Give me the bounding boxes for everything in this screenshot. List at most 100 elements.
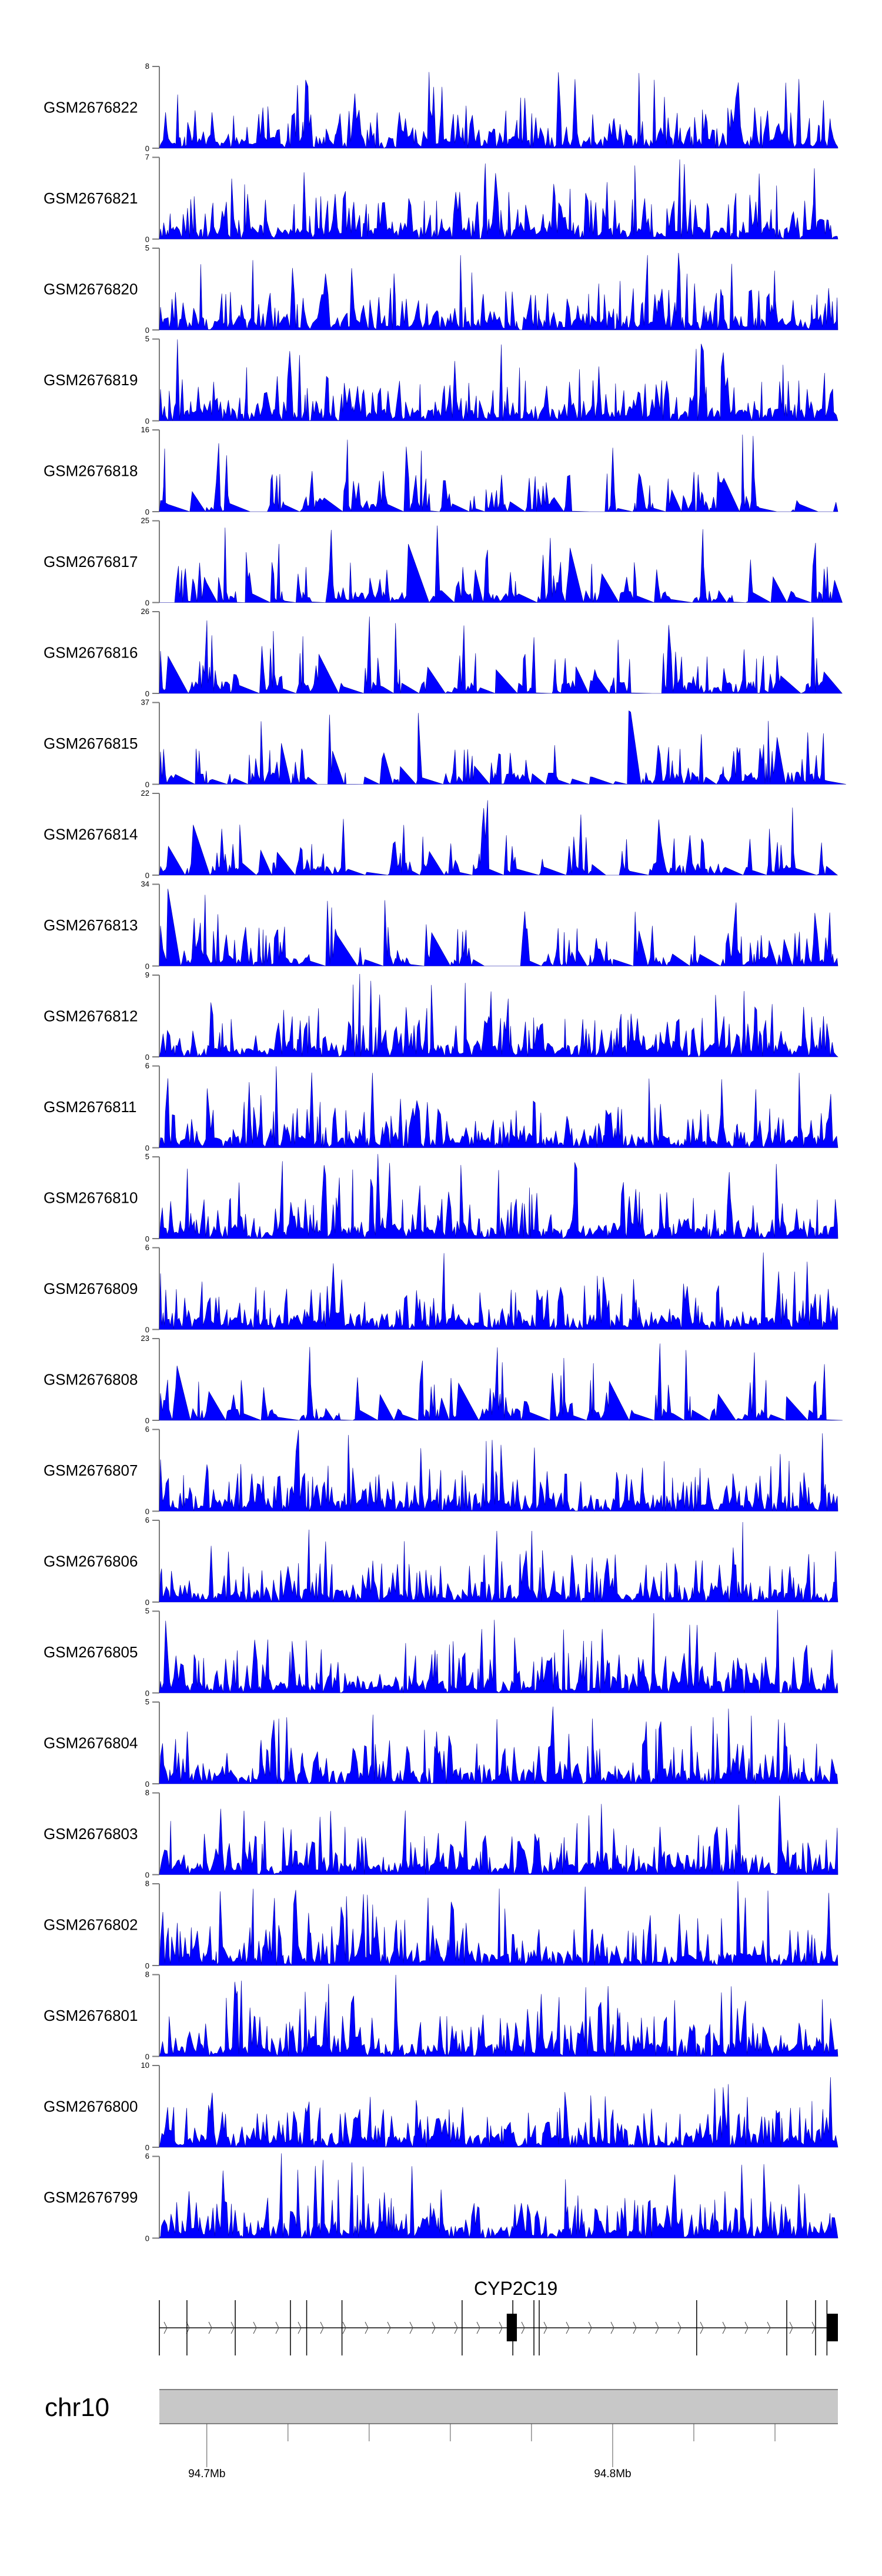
track-GSM2676817: GSM2676817 25 0 [44,516,843,608]
y-tick-label-max: 5 [145,1697,149,1706]
track-label: GSM2676822 [44,99,138,116]
y-tick-label-min: 0 [145,326,149,335]
track-label: GSM2676801 [44,2007,138,2024]
y-tick-label-max: 8 [145,62,149,71]
coverage-tracks: GSM267682280GSM267682170GSM267682050GSM2… [44,62,846,2243]
y-tick-label-max: 6 [145,1243,149,1252]
coverage-area [159,1521,838,1603]
track-label: GSM2676819 [44,371,138,389]
y-tick-label-max: 6 [145,2152,149,2161]
strand-arrow-icon [521,2321,525,2334]
y-tick-label-min: 0 [145,1780,149,1788]
track-GSM2676811: GSM2676811 6 0 [44,1062,838,1153]
track-label: GSM2676816 [44,644,138,662]
strand-arrow-icon [409,2321,413,2334]
y-tick-label-min: 0 [145,508,149,516]
y-tick-label-max: 26 [141,607,149,616]
y-tick-label-max: 23 [141,1334,149,1343]
strand-arrow-icon [320,2321,324,2334]
y-tick-label-min: 0 [145,1507,149,1516]
coverage-area [159,889,838,967]
y-tick-label-min: 0 [145,1871,149,1880]
chromosome-axis: chr10 94.7Mb 94.8Mb [45,2389,838,2480]
y-tick-label-min: 0 [145,2053,149,2061]
y-tick-label-max: 7 [145,153,149,162]
strand-arrow-icon [677,2321,681,2334]
coverage-area [159,616,843,695]
y-tick-label-max: 34 [141,880,149,889]
strand-arrow-icon [342,2321,346,2334]
y-tick-label-min: 0 [145,144,149,153]
track-GSM2676807: GSM2676807 6 0 [44,1425,838,1516]
y-tick-label-max: 25 [141,516,149,525]
track-GSM2676814: GSM2676814 22 0 [44,789,838,880]
strand-arrow-icon [566,2321,570,2334]
y-tick-label-max: 5 [145,1152,149,1161]
strand-arrow-icon [789,2321,793,2334]
strand-arrow-icon [365,2321,369,2334]
y-tick-label-min: 0 [145,1689,149,1698]
exon-block [506,2314,517,2341]
strand-arrow-icon [811,2321,816,2334]
gene-label: CYP2C19 [474,2278,557,2299]
y-tick-label-min: 0 [145,871,149,880]
strand-arrow-icon [230,2321,235,2334]
coverage-area [159,1796,838,1875]
coverage-area [159,1252,838,1330]
track-GSM2676803: GSM2676803 8 0 [44,1788,838,1880]
y-tick-label-min: 0 [145,417,149,426]
coverage-area [159,800,838,876]
track-GSM2676802: GSM2676802 8 0 [44,1879,838,1970]
track-label: GSM2676810 [44,1189,138,1207]
strand-arrow-icon [275,2321,279,2334]
strand-arrow-icon [588,2321,592,2334]
track-GSM2676819: GSM2676819 5 0 [44,335,838,426]
track-label: GSM2676815 [44,735,138,752]
strand-arrow-icon [744,2321,749,2334]
track-label: GSM2676821 [44,189,138,207]
track-GSM2676805: GSM2676805 5 0 [44,1607,838,1698]
strand-arrow-icon [476,2321,480,2334]
track-label: GSM2676817 [44,553,138,570]
coverage-area [159,72,838,149]
track-GSM2676800: GSM2676800 10 0 [44,2061,838,2152]
strand-arrow-icon [298,2321,302,2334]
y-tick-label-max: 8 [145,1879,149,1888]
track-GSM2676799: GSM2676799 6 0 [44,2152,838,2243]
strand-arrow-icon [722,2321,726,2334]
y-tick-label-max: 37 [141,698,149,707]
y-tick-label-min: 0 [145,1053,149,1062]
strand-arrow-icon [432,2321,436,2334]
track-GSM2676804: GSM2676804 5 0 [44,1697,838,1788]
y-tick-label-min: 0 [145,1598,149,1607]
track-label: GSM2676802 [44,1916,138,1934]
coverage-area [159,525,843,603]
coverage-area [159,159,838,240]
y-tick-label-max: 22 [141,789,149,798]
track-GSM2676810: GSM2676810 5 0 [44,1152,838,1243]
track-GSM2676821: GSM2676821 7 0 [44,153,838,244]
y-tick-label-min: 0 [145,962,149,971]
track-GSM2676806: GSM2676806 6 0 [44,1516,838,1607]
y-tick-label-max: 16 [141,425,149,434]
coverage-area [159,1881,838,1966]
strand-arrow-icon [655,2321,659,2334]
strand-arrow-icon [499,2321,503,2334]
strand-arrow-icon [387,2321,391,2334]
track-GSM2676818: GSM2676818 16 0 [44,425,838,516]
track-GSM2676809: GSM2676809 6 0 [44,1243,838,1334]
y-tick-label-max: 8 [145,1970,149,1979]
track-label: GSM2676812 [44,1007,138,1025]
coverage-area [159,1343,843,1421]
y-tick-label-min: 0 [145,599,149,608]
coverage-area [159,973,838,1057]
coverage-area [159,2077,838,2148]
coverage-area [159,1610,838,1694]
strand-arrow-icon [633,2321,637,2334]
coverage-area [159,1974,838,2057]
track-label: GSM2676799 [44,2188,138,2206]
chromosome-label: chr10 [45,2393,109,2422]
track-GSM2676813: GSM2676813 34 0 [44,880,838,971]
track-label: GSM2676820 [44,281,138,298]
